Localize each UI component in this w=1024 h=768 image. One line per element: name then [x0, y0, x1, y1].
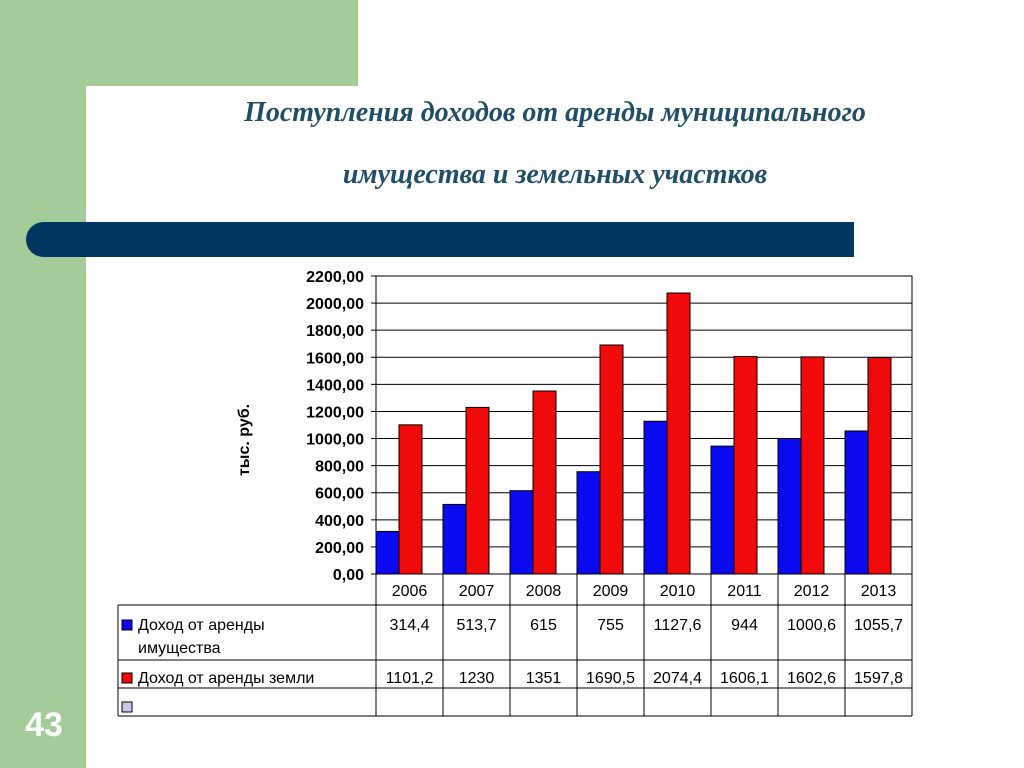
legend-key-property — [121, 619, 133, 631]
bar-property-2010 — [643, 420, 668, 575]
category-label-2006: 2006 — [392, 583, 428, 600]
legend-key-empty — [121, 701, 133, 713]
bar-land-2013 — [867, 357, 892, 575]
y-tick-label: 1600,00 — [306, 350, 364, 367]
bar-property-2008 — [509, 490, 534, 575]
data-label-property-2012: 1000,6 — [787, 617, 836, 634]
category-label-2010: 2010 — [660, 583, 696, 600]
data-label-land-2008: 1351 — [526, 670, 562, 687]
category-label-2007: 2007 — [459, 583, 495, 600]
sidebar-green-strip — [0, 0, 86, 768]
data-label-land-2009: 1690,5 — [586, 670, 635, 687]
y-tick-label: 400,00 — [315, 513, 364, 530]
legend-key-land — [121, 672, 133, 684]
category-label-2009: 2009 — [593, 583, 629, 600]
data-label-property-2010: 1127,6 — [654, 617, 702, 634]
top-green-block — [0, 0, 358, 86]
category-label-2012: 2012 — [794, 583, 830, 600]
bar-land-2008 — [532, 390, 557, 575]
bar-property-2012 — [777, 437, 802, 575]
y-tick-label: 1200,00 — [306, 404, 364, 421]
y-tick-label: 2000,00 — [306, 296, 364, 313]
data-label-property-2013: 1055,7 — [854, 617, 903, 634]
bar-property-2007 — [442, 503, 467, 575]
slide-title: Поступления доходов от аренды муниципаль… — [150, 82, 960, 206]
y-tick-label: 200,00 — [315, 540, 364, 557]
bar-land-2012 — [800, 356, 825, 575]
bar-land-2010 — [666, 292, 691, 575]
bar-property-2006 — [375, 530, 400, 575]
legend-label-property: имущества — [138, 640, 221, 657]
data-label-property-2008: 615 — [530, 617, 557, 634]
y-tick-label: 1800,00 — [306, 323, 364, 340]
bar-land-2007 — [465, 406, 490, 575]
data-label-land-2013: 1597,8 — [854, 670, 903, 687]
legend-label-land: Доход от аренды земли — [138, 670, 314, 687]
slide-title-line-2: имущества и земельных участков — [342, 159, 768, 190]
data-label-land-2011: 1606,1 — [720, 670, 769, 687]
slide-number: 43 — [25, 706, 63, 744]
y-tick-label: 1400,00 — [306, 377, 364, 394]
data-label-property-2011: 944 — [731, 617, 758, 634]
y-axis-label: тыс. руб. — [236, 404, 253, 476]
category-label-2013: 2013 — [861, 583, 897, 600]
bar-property-2009 — [576, 471, 601, 575]
bar-property-2011 — [710, 445, 735, 575]
category-label-2011: 2011 — [727, 583, 762, 600]
y-tick-label: 1000,00 — [306, 432, 364, 449]
slide-title-line-1: Поступления доходов от аренды муниципаль… — [244, 97, 866, 128]
title-divider-bar — [26, 222, 854, 257]
legend-label-property: Доход от аренды — [138, 617, 265, 634]
bar-property-2013 — [844, 430, 869, 575]
y-tick-label: 600,00 — [315, 486, 364, 503]
data-label-land-2012: 1602,6 — [787, 670, 836, 687]
bar-land-2009 — [599, 344, 624, 575]
data-label-land-2007: 1230 — [459, 670, 495, 687]
category-label-2008: 2008 — [526, 583, 562, 600]
y-tick-label: 800,00 — [315, 459, 364, 476]
data-label-land-2010: 2074,4 — [653, 670, 702, 687]
data-label-property-2009: 755 — [597, 617, 624, 634]
y-tick-label: 0,00 — [333, 567, 364, 584]
data-label-property-2006: 314,4 — [389, 617, 429, 634]
y-tick-label: 2200,00 — [306, 269, 364, 286]
data-label-land-2006: 1101,2 — [386, 670, 434, 687]
bar-land-2006 — [398, 424, 423, 575]
bar-land-2011 — [733, 355, 758, 575]
data-label-property-2007: 513,7 — [456, 617, 496, 634]
